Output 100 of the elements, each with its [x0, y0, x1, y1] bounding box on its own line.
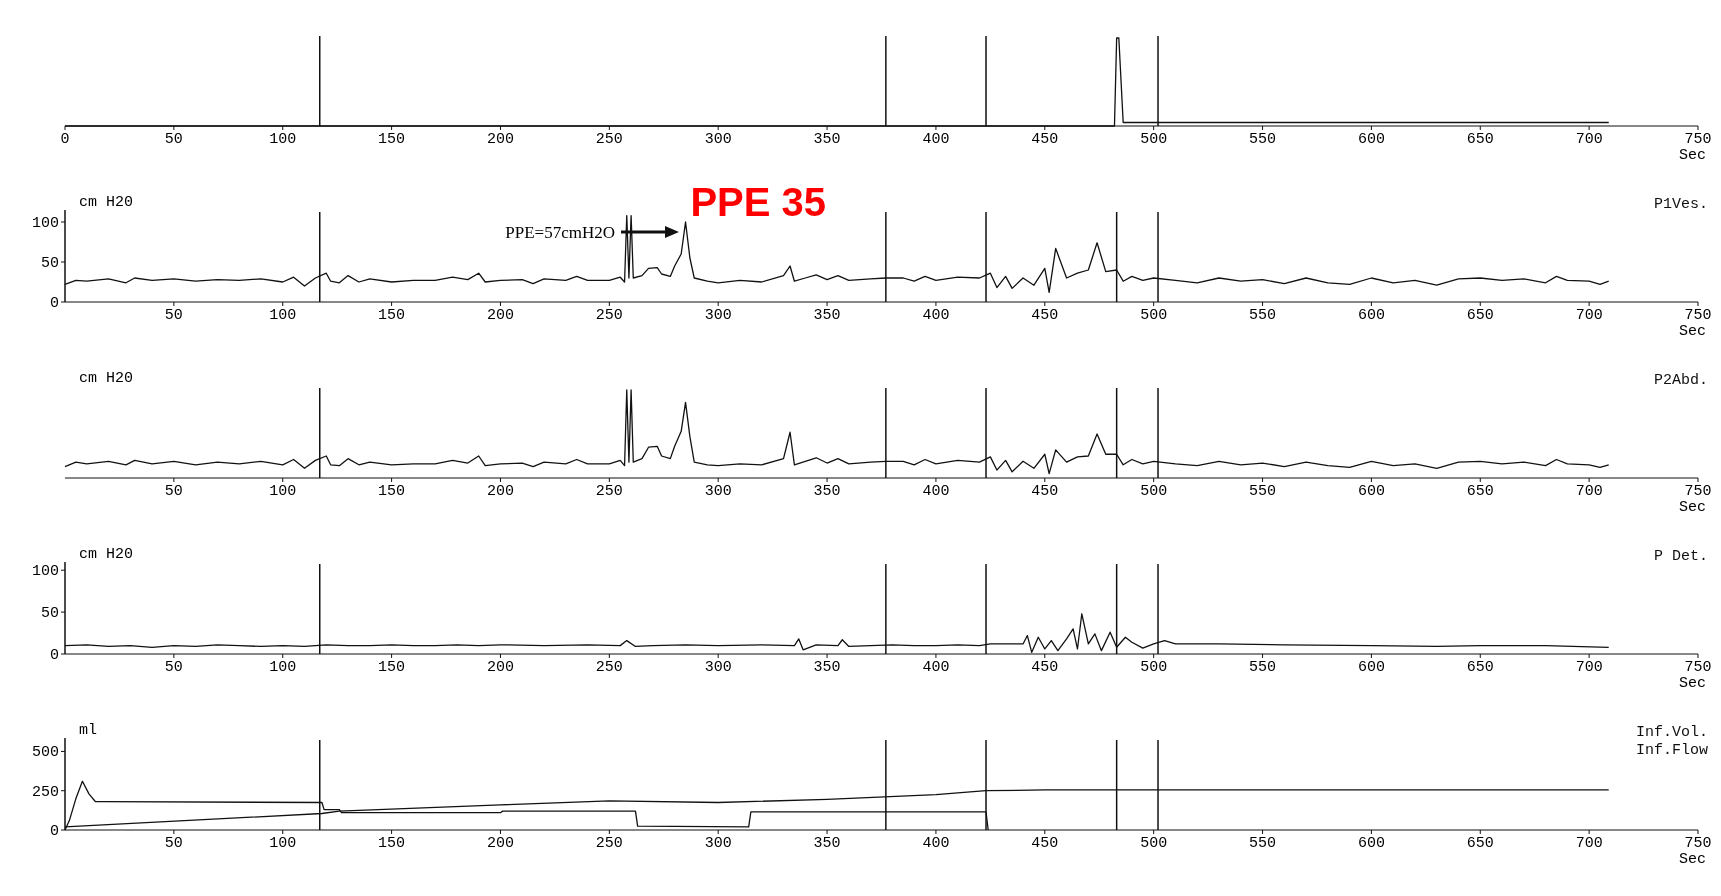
- text: Inf.Vol.: [1635, 724, 1708, 741]
- x-tick-label: 0: [60, 131, 70, 148]
- x-tick-label: 350: [813, 307, 841, 324]
- x-tick-label: 600: [1357, 131, 1385, 148]
- x-tick-label: 50: [164, 307, 183, 324]
- y-axis-title: ml: [79, 722, 98, 739]
- x-tick-label: 50: [164, 835, 183, 852]
- x-tick-label: 700: [1575, 835, 1603, 852]
- x-tick-label: 100: [269, 131, 297, 148]
- text: P2Abd.: [1653, 372, 1708, 389]
- x-tick-label: 550: [1249, 483, 1277, 500]
- x-tick-label: 150: [378, 659, 406, 676]
- x-tick-label: 750: [1684, 131, 1712, 148]
- y-tick-label: 100: [31, 215, 59, 232]
- x-tick-label: 150: [378, 131, 406, 148]
- x-tick-label: 150: [378, 835, 406, 852]
- x-tick-label: 400: [922, 307, 950, 324]
- x-tick-label: 200: [486, 835, 514, 852]
- x-tick-label: 200: [486, 131, 514, 148]
- x-tick-label: 750: [1684, 659, 1712, 676]
- x-tick-label: 150: [378, 483, 406, 500]
- x-tick-label: 250: [595, 659, 623, 676]
- x-tick-label: 650: [1466, 659, 1494, 676]
- y-tick-label: 50: [40, 605, 59, 623]
- x-tick-label: 500: [1140, 659, 1168, 676]
- x-tick-label: 450: [1031, 835, 1059, 852]
- y-tick-label: 0: [49, 295, 59, 312]
- text: P Det.: [1653, 548, 1708, 565]
- x-tick-label: 250: [595, 307, 623, 324]
- x-tick-label: 600: [1357, 307, 1385, 324]
- x-tick-label: 650: [1466, 131, 1494, 148]
- y-tick-label: 0: [49, 823, 59, 840]
- x-tick-label: 350: [813, 659, 841, 676]
- x-tick-label: 400: [922, 835, 950, 852]
- y-tick-label: 250: [31, 783, 59, 801]
- x-tick-label: 450: [1031, 483, 1059, 500]
- x-tick-label: 300: [704, 131, 732, 148]
- x-tick-label: 100: [269, 659, 297, 676]
- x-tick-label: 700: [1575, 483, 1603, 500]
- x-tick-label: 300: [704, 835, 732, 852]
- x-tick-label: 550: [1249, 659, 1277, 676]
- x-tick-label: 750: [1684, 835, 1712, 852]
- x-tick-label: 200: [486, 483, 514, 500]
- x-tick-label: 50: [164, 131, 183, 148]
- x-tick-label: 450: [1031, 131, 1059, 148]
- x-tick-label: 550: [1249, 835, 1277, 852]
- annotation: PPE 35: [690, 180, 827, 224]
- x-tick-label: 350: [813, 483, 841, 500]
- x-tick-label: 400: [922, 131, 950, 148]
- x-tick-label: 650: [1466, 307, 1494, 324]
- x-tick-label: 250: [595, 483, 623, 500]
- x-tick-label: 250: [595, 131, 623, 148]
- x-tick-label: 400: [922, 659, 950, 676]
- x-tick-label: 550: [1249, 131, 1277, 148]
- x-tick-label: 450: [1031, 659, 1059, 676]
- x-tick-label: 700: [1575, 131, 1603, 148]
- x-tick-label: 200: [486, 307, 514, 324]
- x-axis-title: Sec: [1678, 323, 1706, 340]
- x-tick-label: 350: [813, 835, 841, 852]
- y-tick-label: 500: [31, 744, 59, 762]
- x-tick-label: 650: [1466, 835, 1494, 852]
- x-tick-label: 250: [595, 835, 623, 852]
- y-axis-title: cm H20: [79, 546, 134, 563]
- x-tick-label: 700: [1575, 659, 1603, 676]
- x-tick-label: 50: [164, 659, 183, 676]
- y-tick-label: 50: [40, 255, 59, 272]
- x-tick-label: 300: [704, 307, 732, 324]
- x-tick-label: 500: [1140, 835, 1168, 852]
- x-tick-label: 750: [1684, 483, 1712, 500]
- x-axis-title: Sec: [1678, 499, 1706, 516]
- x-tick-label: 500: [1140, 131, 1168, 148]
- x-axis-title: Sec: [1678, 675, 1706, 692]
- x-tick-label: 350: [813, 131, 841, 148]
- annotation: PPE=57cmH2O: [505, 223, 616, 242]
- x-tick-label: 400: [922, 483, 950, 500]
- x-tick-label: 550: [1249, 307, 1277, 324]
- x-tick-label: 750: [1684, 307, 1712, 324]
- x-tick-label: 100: [269, 835, 297, 852]
- x-tick-label: 650: [1466, 483, 1494, 500]
- y-tick-label: 0: [49, 647, 59, 664]
- y-tick-label: 100: [31, 563, 59, 581]
- x-tick-label: 500: [1140, 307, 1168, 324]
- x-tick-label: 150: [378, 307, 406, 324]
- x-tick-label: 450: [1031, 307, 1059, 324]
- x-tick-label: 700: [1575, 307, 1603, 324]
- x-tick-label: 600: [1357, 835, 1385, 852]
- x-tick-label: 600: [1357, 483, 1385, 500]
- y-axis-title: cm H20: [79, 370, 134, 387]
- text: P1Ves.: [1653, 196, 1708, 213]
- x-tick-label: 300: [704, 483, 732, 500]
- x-tick-label: 50: [164, 483, 183, 500]
- x-tick-label: 300: [704, 659, 732, 676]
- text: Inf.Flow: [1635, 742, 1708, 759]
- y-axis-title: cm H20: [79, 194, 134, 211]
- x-tick-label: 100: [269, 483, 297, 500]
- x-tick-label: 600: [1357, 659, 1385, 676]
- x-axis-title: Sec: [1678, 851, 1706, 868]
- x-tick-label: 200: [486, 659, 514, 676]
- x-tick-label: 100: [269, 307, 297, 324]
- x-tick-label: 500: [1140, 483, 1168, 500]
